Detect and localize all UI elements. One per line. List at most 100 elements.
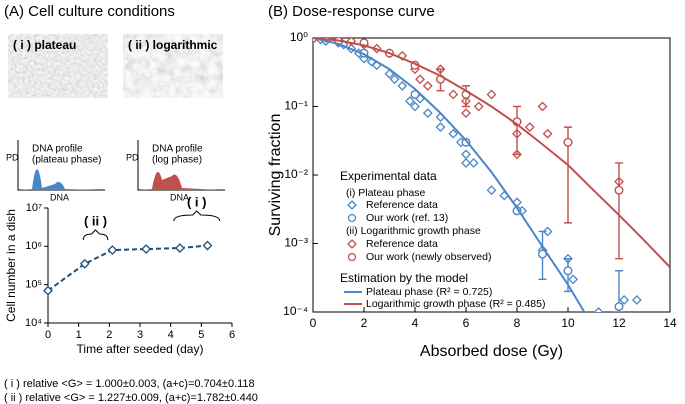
diamond-marker bbox=[524, 122, 535, 133]
dna-histogram bbox=[20, 169, 100, 190]
legend-swatch bbox=[347, 213, 357, 223]
image-label: ( i ) plateau bbox=[13, 38, 76, 52]
legend-heading: Estimation by the model bbox=[340, 271, 468, 285]
diamond-marker bbox=[141, 244, 152, 254]
y-tick-label: 10⁷ bbox=[26, 202, 42, 214]
diamond-marker bbox=[619, 295, 630, 305]
brace bbox=[173, 210, 221, 222]
y-axis-label: PD bbox=[6, 152, 19, 162]
image-label: ( ii ) logarithmic bbox=[128, 38, 218, 52]
x-tick-label: 6 bbox=[229, 329, 235, 341]
legend-label: Reference data bbox=[366, 238, 438, 250]
diamond-marker bbox=[461, 149, 471, 160]
diamond-marker bbox=[486, 89, 497, 100]
x-axis-label: DNA bbox=[50, 192, 69, 202]
circle-marker bbox=[563, 137, 573, 147]
micrograph bbox=[123, 34, 223, 98]
x-tick-label: 5 bbox=[198, 329, 204, 341]
legend-heading: (i) Plateau phase bbox=[346, 187, 426, 199]
diamond-marker bbox=[542, 226, 553, 237]
diamond-marker bbox=[346, 38, 357, 47]
model-curve bbox=[313, 38, 614, 312]
diamond-marker bbox=[542, 128, 553, 139]
legend-swatch bbox=[347, 200, 357, 210]
x-tick-label: 3 bbox=[137, 329, 143, 341]
y-tick-label: 10⁻¹ bbox=[284, 99, 308, 113]
diamond-marker bbox=[568, 274, 579, 285]
growth-chart: 10⁴ 10⁵ 10⁶ 10⁷ 0 1 2 3 4 5 6 Time after seeded (da… bbox=[4, 194, 235, 356]
x-tick-label: 0 bbox=[45, 329, 51, 341]
x-axis-label: DNA bbox=[170, 192, 189, 202]
x-tick-label: 0 bbox=[310, 316, 317, 330]
diamond-marker bbox=[43, 285, 53, 296]
x-tick-label: 12 bbox=[612, 316, 626, 330]
diamond-marker bbox=[397, 80, 408, 91]
circle-marker bbox=[614, 185, 624, 195]
x-tick-label: 1 bbox=[76, 329, 82, 341]
dna-histogram bbox=[140, 171, 220, 190]
y-tick-label: 10⁶ bbox=[25, 240, 42, 252]
dose-chart: (B) Dose-response curve 10⁻⁴ 10⁻³ 10⁻² 10⁻¹ 1… bbox=[267, 3, 677, 360]
x-axis-label: Absorbed dose (Gy) bbox=[420, 343, 563, 360]
x-tick-label: 2 bbox=[361, 316, 368, 330]
diamond-marker bbox=[404, 96, 415, 106]
y-tick-label: 10⁵ bbox=[25, 279, 42, 291]
diamond-marker bbox=[202, 240, 213, 251]
diamond-marker bbox=[593, 307, 604, 312]
x-tick-label: 4 bbox=[168, 329, 174, 341]
x-tick-label: 4 bbox=[412, 316, 419, 330]
x-tick-label: 10 bbox=[561, 316, 575, 330]
y-tick-label: 10⁻³ bbox=[284, 236, 308, 250]
diamond-marker bbox=[448, 89, 459, 100]
diamond-marker bbox=[415, 74, 426, 85]
circle-marker bbox=[563, 266, 573, 276]
dna-label: DNA profile bbox=[32, 144, 83, 155]
dna-label: DNA profile bbox=[152, 144, 203, 155]
footnote: ( ii ) relative <G> = 1.227±0.009, (a+c)… bbox=[4, 392, 258, 404]
x-tick-label: 14 bbox=[663, 316, 677, 330]
diamond-marker bbox=[537, 101, 548, 112]
diamond-marker bbox=[174, 243, 185, 254]
legend-swatch bbox=[347, 239, 357, 249]
x-tick-label: 6 bbox=[463, 316, 470, 330]
diamond-marker bbox=[468, 158, 479, 168]
y-axis-label: Cell number in a dish bbox=[4, 209, 18, 322]
error-bar bbox=[513, 105, 521, 156]
plot-area bbox=[313, 38, 670, 312]
diamond-marker bbox=[631, 295, 642, 305]
legend-heading: Experimental data bbox=[340, 169, 437, 183]
diamond-marker bbox=[107, 245, 118, 255]
y-axis-label: Surviving fraction bbox=[267, 114, 284, 237]
panel-a-title: (A) Cell culture conditions bbox=[4, 3, 175, 20]
y-tick-label: 10⁻⁴ bbox=[283, 304, 308, 318]
circle-marker bbox=[410, 89, 420, 99]
dna-label: (plateau phase) bbox=[32, 155, 102, 166]
y-tick-label: 10⁴ bbox=[25, 317, 42, 329]
error-bar bbox=[615, 162, 623, 260]
diamond-marker bbox=[79, 258, 90, 269]
axis bbox=[47, 208, 232, 324]
y-tick-label: 10⁰ bbox=[290, 30, 308, 44]
diamond-marker bbox=[422, 80, 433, 91]
legend-heading: (ii) Logarithmic growth phase bbox=[346, 225, 481, 237]
dna-label: (log phase) bbox=[152, 155, 202, 166]
footnote: ( i ) relative <G> = 1.000±0.003, (a+c)=… bbox=[4, 378, 255, 390]
brace bbox=[82, 229, 109, 241]
legend-label: Our work (ref. 13) bbox=[366, 212, 448, 224]
y-tick-label: 10⁻² bbox=[284, 167, 308, 181]
diamond-marker bbox=[461, 158, 471, 168]
x-tick-label: 2 bbox=[106, 329, 112, 341]
chart-title: (B) Dose-response curve bbox=[268, 3, 435, 20]
annotation: ( ii ) bbox=[84, 213, 107, 228]
diamond-marker bbox=[435, 122, 446, 133]
diamond-marker bbox=[410, 101, 420, 112]
diamond-marker bbox=[486, 185, 497, 196]
legend-label: Reference data bbox=[366, 199, 438, 211]
legend-label: Plateau phase (R² = 0.725) bbox=[366, 286, 492, 298]
micrograph bbox=[8, 34, 108, 98]
annotation: ( i ) bbox=[187, 194, 207, 209]
legend-label: Logarithmic growth phase (R² = 0.485) bbox=[366, 298, 545, 310]
diamond-marker bbox=[389, 74, 400, 85]
